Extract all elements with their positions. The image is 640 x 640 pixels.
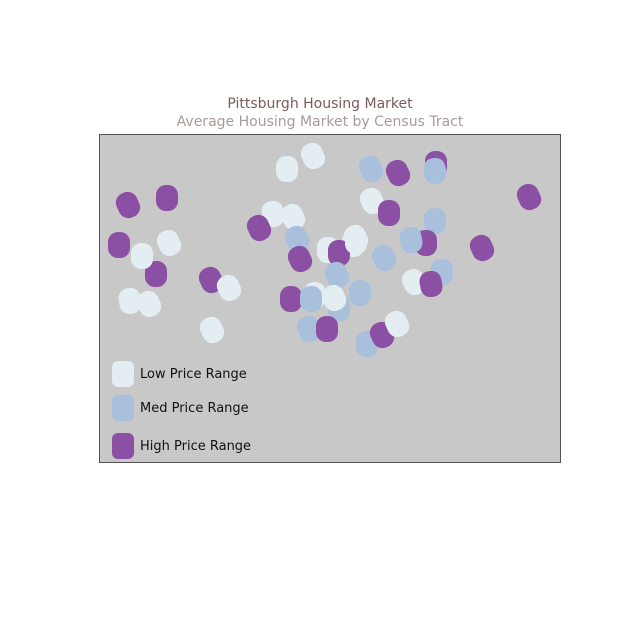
census-tract-high[interactable] [280,286,302,312]
census-tract-map[interactable]: Low Price Range Med Price Range High Pri… [99,134,561,463]
legend-label-high: High Price Range [140,438,252,454]
census-tract-low[interactable] [276,156,298,182]
legend-item-high: High Price Range [112,433,251,459]
census-tract-low[interactable] [131,243,153,269]
census-tract-high[interactable] [513,180,545,214]
census-tract-high[interactable] [112,188,144,222]
legend-swatch-low [112,361,134,387]
census-tract-high[interactable] [156,185,178,211]
census-tract-low[interactable] [196,313,228,347]
legend-swatch-med [112,395,134,421]
legend-label-low: Low Price Range [140,366,247,382]
census-tract-med[interactable] [368,241,400,275]
census-tract-high[interactable] [382,156,414,190]
legend-swatch-high [112,433,134,459]
census-tract-high[interactable] [328,240,350,266]
legend-label-med: Med Price Range [140,400,249,416]
census-tract-high[interactable] [316,316,338,342]
map-subtitle: Average Housing Market by Census Tract [176,114,464,130]
census-tract-high[interactable] [145,261,167,287]
census-tract-high[interactable] [378,200,400,226]
legend-item-low: Low Price Range [112,361,247,387]
census-tract-med[interactable] [424,208,446,234]
census-tract-high[interactable] [466,231,498,265]
census-tract-low[interactable] [345,228,367,254]
census-tract-med[interactable] [355,152,387,186]
map-title: Pittsburgh Housing Market [227,96,413,112]
legend-item-med: Med Price Range [112,395,249,421]
census-tract-low[interactable] [153,226,185,260]
census-tract-high[interactable] [108,232,130,258]
census-tract-med[interactable] [300,286,322,312]
census-tract-low[interactable] [297,139,329,173]
census-tract-med[interactable] [349,280,371,306]
